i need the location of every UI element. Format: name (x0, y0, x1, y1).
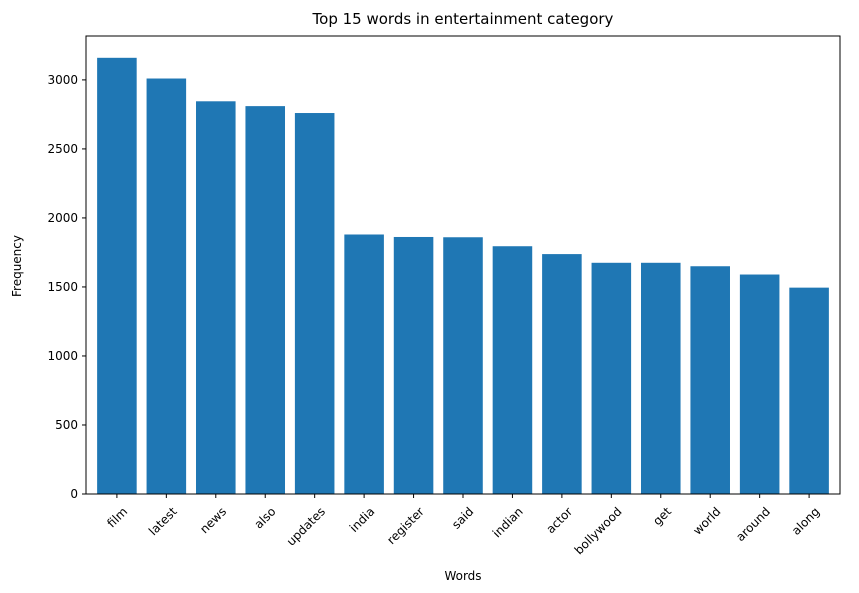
bar-around (739, 274, 780, 494)
bar-indian (492, 246, 533, 494)
y-axis: 0 500 1000 1500 2000 2500 3000 (47, 73, 86, 501)
y-axis-label: Frequency (10, 235, 24, 297)
x-tick-label: latest (146, 504, 180, 538)
bar-film (97, 57, 137, 495)
bar-updates (294, 113, 335, 495)
bar-bollywood (591, 262, 632, 494)
y-tick-label: 2000 (47, 211, 78, 225)
x-axis: film latest news also updates india register sa… (104, 494, 822, 557)
x-tick-label: said (449, 504, 476, 531)
x-tick-label: register (384, 504, 427, 547)
bar-get (640, 262, 681, 494)
x-tick-label: along (789, 504, 822, 537)
x-tick-label: updates (284, 504, 328, 548)
x-axis-label: Words (444, 569, 481, 583)
bar-india (344, 234, 384, 495)
x-tick-label: film (104, 504, 130, 530)
x-tick-label: world (690, 504, 723, 537)
bar-also (245, 106, 286, 494)
y-tick-label: 2500 (47, 142, 78, 156)
x-tick-label: india (347, 504, 378, 535)
bar-said (443, 237, 483, 494)
bars-group (97, 57, 829, 495)
y-tick-label: 500 (55, 418, 78, 432)
bar-actor (542, 254, 582, 494)
bar-world (690, 266, 730, 494)
y-tick-label: 1500 (47, 280, 78, 294)
x-tick-label: around (733, 504, 773, 544)
x-tick-label: bollywood (572, 504, 625, 557)
bar-register (393, 236, 434, 495)
bar-news (196, 101, 236, 495)
chart-title: Top 15 words in entertainment category (312, 10, 614, 28)
y-tick-label: 3000 (47, 73, 78, 87)
x-tick-label: indian (490, 504, 526, 540)
bar-latest (146, 78, 187, 494)
x-tick-label: get (650, 504, 674, 528)
x-tick-label: actor (543, 504, 575, 536)
bar-along (789, 287, 829, 494)
plot-frame (85, 35, 841, 495)
y-tick-label: 0 (70, 487, 78, 501)
x-tick-label: news (197, 504, 229, 536)
y-tick-label: 1000 (47, 349, 78, 363)
x-tick-label: also (252, 504, 279, 531)
